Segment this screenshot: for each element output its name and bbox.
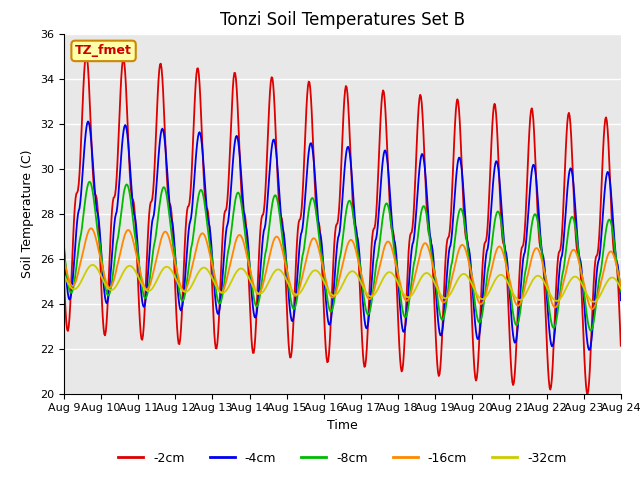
-16cm [411, 274, 419, 279]
-16cm [185, 278, 193, 284]
-32cm [89, 262, 97, 268]
-16cm [60, 256, 68, 262]
-32cm [60, 272, 68, 278]
-16cm [70, 282, 78, 288]
-32cm [617, 286, 625, 291]
-4cm [185, 228, 193, 233]
-8cm [411, 257, 419, 263]
-2cm [214, 331, 222, 336]
-32cm [590, 299, 598, 305]
-8cm [70, 281, 78, 287]
-8cm [587, 328, 595, 334]
-4cm [617, 297, 625, 303]
-2cm [70, 216, 78, 222]
Legend: -2cm, -4cm, -8cm, -16cm, -32cm: -2cm, -4cm, -8cm, -16cm, -32cm [113, 447, 572, 469]
-4cm [214, 311, 222, 317]
-4cm [70, 260, 78, 265]
-2cm [617, 343, 625, 348]
-32cm [185, 287, 193, 293]
-4cm [60, 243, 68, 249]
-16cm [87, 226, 95, 231]
-16cm [428, 255, 435, 261]
-8cm [86, 179, 93, 185]
-4cm [84, 119, 92, 124]
-32cm [128, 264, 136, 270]
-2cm [185, 203, 193, 209]
-2cm [428, 239, 435, 244]
-8cm [428, 248, 435, 253]
-4cm [585, 347, 593, 353]
-2cm [584, 391, 591, 397]
-8cm [214, 299, 222, 304]
Line: -2cm: -2cm [64, 54, 621, 394]
Line: -32cm: -32cm [64, 265, 621, 302]
X-axis label: Time: Time [327, 419, 358, 432]
-8cm [60, 248, 68, 254]
-2cm [83, 51, 90, 57]
Line: -16cm: -16cm [64, 228, 621, 309]
-4cm [411, 227, 419, 233]
Line: -4cm: -4cm [64, 121, 621, 350]
-16cm [617, 281, 625, 287]
Text: TZ_fmet: TZ_fmet [75, 44, 132, 58]
-4cm [428, 241, 435, 247]
Title: Tonzi Soil Temperatures Set B: Tonzi Soil Temperatures Set B [220, 11, 465, 29]
-32cm [70, 287, 78, 292]
-8cm [128, 209, 136, 215]
-16cm [128, 234, 136, 240]
-8cm [617, 288, 625, 294]
-2cm [411, 187, 419, 193]
-16cm [588, 306, 596, 312]
-32cm [411, 288, 419, 293]
Y-axis label: Soil Temperature (C): Soil Temperature (C) [22, 149, 35, 278]
-2cm [60, 276, 68, 281]
-32cm [428, 274, 435, 279]
-2cm [128, 196, 136, 202]
-32cm [214, 287, 222, 292]
Line: -8cm: -8cm [64, 182, 621, 331]
-4cm [128, 194, 136, 200]
-16cm [214, 286, 222, 291]
-8cm [185, 264, 193, 270]
